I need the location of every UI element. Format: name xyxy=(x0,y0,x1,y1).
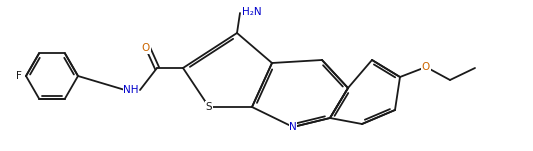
Text: O: O xyxy=(142,43,150,53)
Text: NH: NH xyxy=(123,85,139,95)
Text: F: F xyxy=(16,71,22,81)
Text: O: O xyxy=(422,62,430,72)
Text: S: S xyxy=(206,102,212,112)
Text: N: N xyxy=(289,122,297,132)
Text: H₂N: H₂N xyxy=(242,7,262,17)
